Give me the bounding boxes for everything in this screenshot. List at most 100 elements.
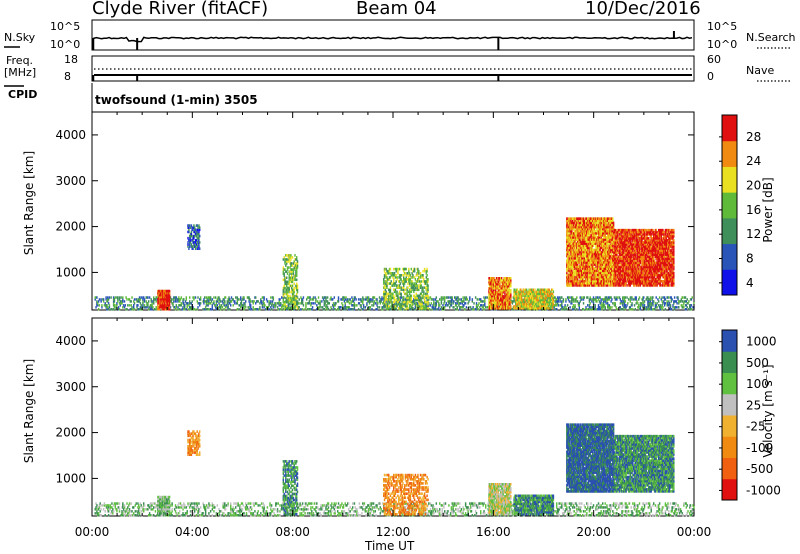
data-cell <box>533 292 535 296</box>
data-cell <box>504 299 506 302</box>
data-cell <box>312 298 315 301</box>
data-cell <box>609 296 612 299</box>
data-cell <box>504 291 506 294</box>
data-cell <box>462 304 464 307</box>
data-cell <box>193 230 195 234</box>
data-cell <box>494 305 496 308</box>
data-cell <box>286 270 288 273</box>
data-cell <box>606 296 608 299</box>
data-cell <box>291 274 293 278</box>
data-cell <box>569 246 571 250</box>
data-cell <box>414 278 417 281</box>
data-cell <box>437 308 439 311</box>
data-cell <box>296 296 298 300</box>
data-cell <box>583 279 586 283</box>
data-cell <box>582 284 584 287</box>
data-cell <box>505 291 508 294</box>
data-cell <box>367 296 370 299</box>
data-cell <box>289 270 291 273</box>
data-cell <box>554 296 556 299</box>
data-cell <box>576 284 579 287</box>
data-cell <box>527 290 530 294</box>
data-cell <box>294 262 296 265</box>
data-cell <box>475 302 478 305</box>
data-cell <box>567 263 570 266</box>
data-cell <box>592 306 594 309</box>
data-cell <box>459 306 462 309</box>
data-cell <box>145 296 147 299</box>
data-cell <box>575 223 577 227</box>
data-cell <box>525 296 527 300</box>
data-cell <box>507 283 509 286</box>
data-cell <box>450 298 453 301</box>
data-cell <box>199 228 201 232</box>
data-cell <box>418 296 420 299</box>
data-cell <box>490 289 492 292</box>
data-cell <box>474 296 477 299</box>
data-cell <box>553 304 555 307</box>
data-cell <box>164 306 167 309</box>
data-cell <box>408 272 411 275</box>
data-cell <box>294 303 296 306</box>
data-cell <box>289 266 291 269</box>
data-cell <box>165 299 168 303</box>
data-cell <box>115 306 117 309</box>
data-cell <box>456 306 458 309</box>
data-cell <box>667 302 669 305</box>
data-cell <box>262 296 265 299</box>
data-cell <box>508 281 510 284</box>
data-cell <box>331 308 333 311</box>
data-cell <box>393 307 395 310</box>
data-cell <box>658 304 660 307</box>
data-cell <box>505 277 508 280</box>
data-cell <box>573 265 576 268</box>
data-cell <box>569 217 571 220</box>
data-cell <box>427 290 429 294</box>
data-cell <box>296 303 299 306</box>
data-cell <box>567 250 570 254</box>
data-cell <box>147 304 149 307</box>
data-cell <box>453 300 455 303</box>
data-cell <box>312 302 315 305</box>
data-cell <box>278 304 280 307</box>
data-cell <box>518 292 520 296</box>
data-cell <box>287 254 290 257</box>
data-cell <box>581 244 583 248</box>
data-cell <box>385 296 387 300</box>
data-cell <box>678 300 681 303</box>
data-cell <box>590 298 592 301</box>
data-cell <box>474 308 477 311</box>
data-cell <box>551 298 554 302</box>
data-cell <box>193 236 195 240</box>
data-cell <box>578 232 581 235</box>
data-cell <box>294 276 296 280</box>
data-cell <box>534 288 536 292</box>
data-cell <box>601 302 603 305</box>
data-cell <box>555 298 557 301</box>
data-cell <box>584 279 586 283</box>
data-cell <box>292 290 295 294</box>
data-cell <box>287 256 290 259</box>
data-cell <box>290 256 292 259</box>
data-cell <box>101 304 103 307</box>
data-cell <box>329 298 331 301</box>
data-cell <box>495 299 497 302</box>
data-cell <box>503 277 505 280</box>
data-cell <box>468 306 470 309</box>
data-cell <box>536 300 539 304</box>
data-cell <box>158 301 161 305</box>
data-cell <box>495 285 498 288</box>
data-cell <box>287 298 290 302</box>
data-cell <box>305 306 307 309</box>
data-cell <box>575 248 577 252</box>
data-cell <box>417 298 419 301</box>
data-cell <box>237 298 239 301</box>
data-cell <box>207 296 209 299</box>
data-cell <box>595 298 597 301</box>
data-cell <box>546 290 549 294</box>
data-cell <box>165 289 168 293</box>
data-cell <box>443 296 445 299</box>
data-cell <box>496 295 499 298</box>
data-cell <box>466 298 469 301</box>
data-cell <box>138 296 141 299</box>
